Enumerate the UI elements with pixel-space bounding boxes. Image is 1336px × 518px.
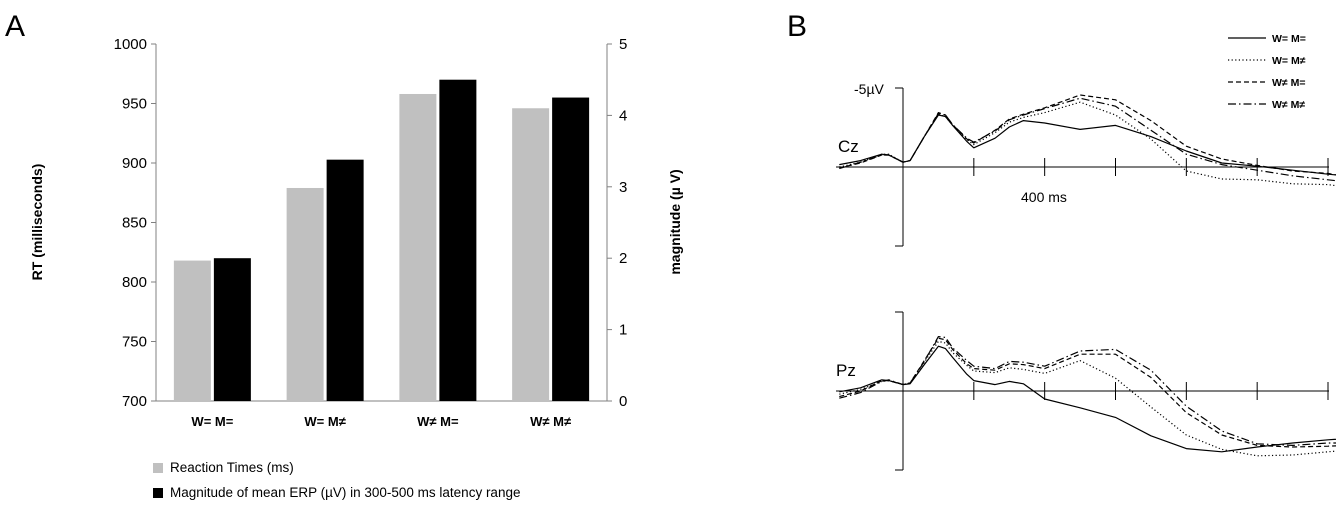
waveform-legend-label-wneq-mneq: W≠ M≠: [1272, 99, 1305, 111]
legend-label-reaction-times: Reaction Times (ms): [170, 460, 294, 475]
right-y-axis-title: magnitude (µ V): [667, 169, 683, 274]
panel-letter-b: B: [787, 10, 807, 43]
right-y-tick-label: 0: [619, 393, 627, 410]
cz-waveforms: [839, 94, 1336, 187]
left-y-tick-label: 900: [122, 155, 147, 172]
waveform-legend-label-wneq-meq: W≠ M=: [1272, 77, 1305, 89]
left-y-tick-label: 850: [122, 215, 147, 232]
pz-waveform-weq-mneq: [839, 340, 1336, 457]
pz-axes: [836, 311, 1329, 471]
waveform-legend: W= M= W= M≠ W≠ M= W≠ M≠: [1228, 33, 1306, 111]
waveform-legend-label-weq-meq: W= M=: [1272, 33, 1306, 45]
pz-waveform-wneq-meq: [839, 337, 1336, 448]
panel-letter-a: A: [5, 10, 25, 43]
legend-swatch-reaction-times: [153, 463, 163, 473]
cz-waveform-weq-mneq: [839, 101, 1336, 187]
cz-waveform-weq-meq: [839, 114, 1336, 176]
amplitude-scale-label: -5µV: [854, 81, 885, 97]
left-y-tick-label: 800: [122, 274, 147, 291]
right-y-tick-label: 1: [619, 322, 627, 339]
bar-reaction-time-wneq-mneq: [512, 108, 550, 401]
left-y-tick-label: 950: [122, 96, 147, 113]
legend-label-erp-magnitude: Magnitude of mean ERP (µV) in 300-500 ms…: [170, 485, 520, 500]
legend-swatch-erp-magnitude: [153, 488, 163, 498]
left-y-tick-label: 1000: [114, 36, 147, 53]
category-label-weq-meq: W= M=: [191, 414, 233, 429]
cz-waveform-wneq-mneq: [839, 97, 1336, 182]
category-label-wneq-mneq: W≠ M≠: [530, 414, 571, 429]
channel-label-pz: Pz: [836, 361, 856, 380]
right-y-tick-label: 4: [619, 107, 627, 124]
bar-legend: Reaction Times (ms) Magnitude of mean ER…: [153, 460, 520, 500]
pz-waveform-wneq-mneq: [839, 336, 1336, 446]
bar-reaction-time-wneq-meq: [399, 93, 437, 401]
channel-label-cz: Cz: [838, 137, 859, 156]
waveform-legend-label-weq-mneq: W= M≠: [1272, 55, 1306, 67]
time-scale-label: 400 ms: [1021, 189, 1067, 205]
left-y-axis-title: RT (milliseconds): [29, 164, 45, 281]
bars: [173, 79, 590, 402]
panel-b-erp-waveforms: B Cz Pz -5µV 400 ms W= M= W= M≠ W≠ M= W≠ M≠: [787, 10, 1336, 471]
pz-waveforms: [839, 336, 1336, 457]
right-y-tick-label: 3: [619, 179, 627, 196]
category-labels: W= M= W= M≠ W≠ M= W≠ M≠: [191, 414, 571, 429]
cz-axes: [836, 87, 1329, 247]
pz-waveform-weq-meq: [839, 345, 1336, 453]
category-label-wneq-meq: W≠ M=: [417, 414, 459, 429]
left-y-ticks: 700 750 800 850 900 950 1000: [114, 36, 156, 410]
right-y-tick-label: 5: [619, 36, 627, 53]
bar-reaction-time-weq-meq: [173, 260, 211, 401]
bar-erp-magnitude-weq-mneq: [326, 159, 364, 401]
right-y-tick-label: 2: [619, 250, 627, 267]
bar-erp-magnitude-weq-meq: [213, 258, 251, 401]
right-y-ticks: 0 1 2 3 4 5: [607, 36, 627, 410]
left-y-tick-label: 700: [122, 393, 147, 410]
bar-reaction-time-weq-mneq: [286, 187, 324, 401]
category-label-weq-mneq: W= M≠: [304, 414, 345, 429]
cz-waveform-wneq-meq: [839, 94, 1336, 176]
bar-erp-magnitude-wneq-meq: [439, 79, 477, 401]
bar-erp-magnitude-wneq-mneq: [552, 97, 590, 402]
left-y-tick-label: 750: [122, 334, 147, 351]
